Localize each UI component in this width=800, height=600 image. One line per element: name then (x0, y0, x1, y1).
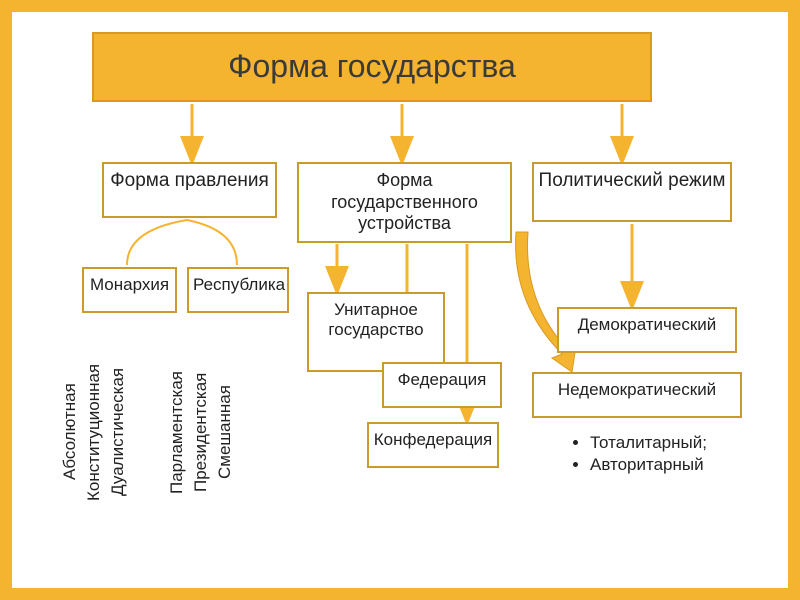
inner-frame: Форма государства Форма правления Форма г… (12, 12, 788, 588)
bullet-item: Тоталитарный; (590, 432, 707, 454)
node-form_struct: Форма государственного устройства (297, 162, 512, 243)
vlabel-mixed: Смешанная (215, 332, 235, 532)
node-republic: Республика (187, 267, 289, 313)
node-regime: Политический режим (532, 162, 732, 222)
vlabel-const: Конституционная (84, 332, 104, 532)
node-nondemo: Недемократический (532, 372, 742, 418)
vlabel-parl: Парламентская (167, 332, 187, 532)
vlabel-pres: Президентская (191, 332, 211, 532)
node-federation: Федерация (382, 362, 502, 408)
title-text: Форма государства (228, 48, 516, 84)
node-confeder: Конфедерация (367, 422, 499, 468)
node-democratic: Демократический (557, 307, 737, 353)
bullet-list: Тоталитарный;Авторитарный (572, 432, 707, 476)
node-monarchy: Монархия (82, 267, 177, 313)
node-unitary: Унитарное государство (307, 292, 445, 372)
vlabel-dual: Дуалистическая (108, 332, 128, 532)
bullet-item: Авторитарный (590, 454, 707, 476)
node-form_rule: Форма правления (102, 162, 277, 218)
title-box: Форма государства (92, 32, 652, 102)
vlabel-abs: Абсолютная (60, 332, 80, 532)
outer-frame: Форма государства Форма правления Форма г… (0, 0, 800, 600)
